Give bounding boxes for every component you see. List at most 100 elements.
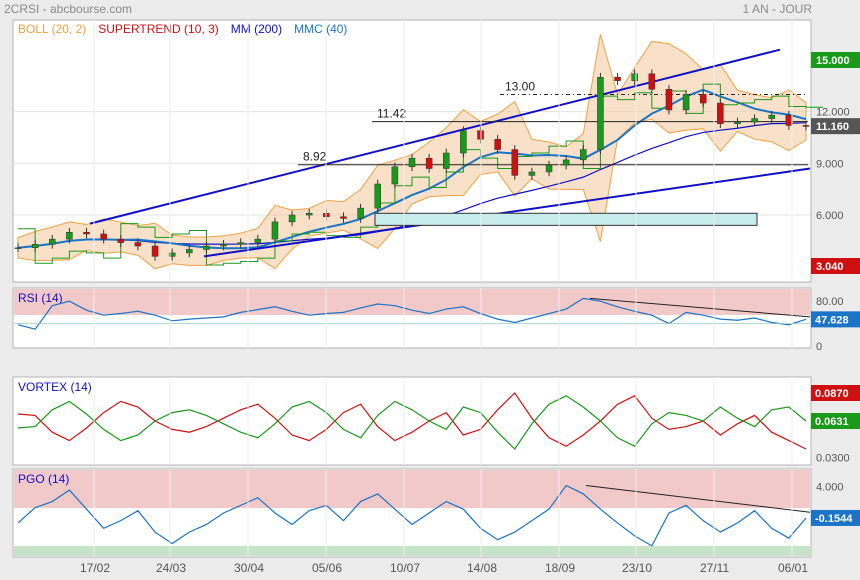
- candle-body-3: [66, 231, 73, 240]
- candle-body-15: [271, 221, 279, 240]
- date-tick-8: 27/11: [700, 561, 729, 575]
- candle-body-6: [117, 238, 125, 243]
- candle-body-38: [665, 89, 673, 111]
- upper-trendline: [89, 48, 781, 225]
- candle-body-44: [768, 114, 775, 119]
- candle-body-14: [254, 238, 262, 243]
- pgo-trendline: [585, 485, 811, 513]
- price-axis-ticks: 15.000 12.000 11.160 9.000 6.000 3.040: [811, 52, 860, 274]
- price-tick-4: 6.000: [816, 210, 844, 222]
- date-tick-7: 23/10: [622, 561, 652, 575]
- price-tag-box-5: [811, 258, 860, 274]
- legend-item-1: SUPERTREND (10, 3): [98, 22, 218, 36]
- rsi-tick-2: 0: [816, 341, 822, 353]
- rsi-title: RSI (14): [18, 291, 63, 305]
- candle-body-35: [614, 76, 621, 81]
- lower-trendline: [203, 167, 811, 258]
- candle-body-46: [802, 125, 810, 127]
- rsi-tag-0: 47.628: [815, 314, 849, 326]
- price-tag-2: 11.160: [816, 121, 849, 133]
- candle-body-22: [391, 166, 399, 185]
- legend-item-3: MMC (40): [294, 22, 347, 36]
- pgo-title: PGO (14): [18, 472, 69, 486]
- candle-body-4: [83, 231, 90, 235]
- pgo-line-0: [17, 484, 807, 547]
- candle-body-32: [562, 159, 570, 166]
- date-tick-2: 30/04: [234, 561, 264, 575]
- vortex-tag-box-1: [811, 413, 860, 429]
- candle-body-16: [288, 214, 296, 223]
- candle-body-13: [237, 242, 244, 245]
- pgo-upper-zone: [14, 470, 810, 508]
- candle-body-7: [134, 242, 142, 247]
- candle-body-28: [494, 138, 501, 150]
- price-tag-box-2: [811, 118, 860, 135]
- candle-body-25: [443, 152, 450, 169]
- pgo-tag-0: -0.1544: [815, 513, 853, 525]
- price-tick-3: 9.000: [816, 158, 844, 170]
- candle-body-12: [220, 244, 227, 247]
- legend-item-0: BOLL (20, 2): [18, 22, 86, 36]
- level-label-2: 8.92: [303, 150, 327, 164]
- candle-body-23: [408, 157, 416, 168]
- candle-body-21: [374, 183, 381, 209]
- vortex-tag-0: 0.0870: [815, 388, 849, 400]
- candle-body-42: [734, 121, 741, 124]
- date-tick-1: 24/03: [156, 561, 186, 575]
- candle-body-19: [340, 216, 347, 219]
- rsi-overbought-zone: [14, 289, 810, 315]
- candle-body-37: [648, 73, 656, 90]
- candlesticks: [14, 69, 810, 261]
- candle-body-29: [511, 149, 519, 176]
- candle-body-36: [631, 73, 638, 81]
- rsi-tag-box-0: [811, 311, 860, 328]
- candle-body-33: [580, 149, 587, 161]
- price-overlays: 13.00 11.42 8.92: [17, 48, 824, 266]
- candle-body-40: [699, 94, 707, 104]
- candle-body-34: [597, 76, 604, 150]
- candle-body-43: [751, 118, 758, 123]
- candle-body-31: [545, 164, 553, 173]
- price-tag-0: 15.000: [816, 55, 850, 67]
- candle-body-45: [785, 114, 793, 126]
- date-tick-6: 18/09: [545, 561, 575, 575]
- candle-body-39: [682, 94, 690, 111]
- candle-body-11: [203, 245, 210, 250]
- chart-period-label[interactable]: 1 AN - JOUR: [742, 2, 812, 16]
- rsi-tick-0: 80.00: [816, 296, 844, 308]
- pgo-tick-0: 4.000: [816, 481, 844, 493]
- candle-body-30: [528, 171, 536, 176]
- date-tick-3: 05/06: [312, 561, 342, 575]
- date-tick-9: 06/01: [778, 561, 808, 575]
- chart-source-title: 2CRSI - abcbourse.com: [4, 2, 133, 16]
- candle-body-0: [14, 247, 22, 249]
- price-tick-1: 12.000: [816, 107, 850, 119]
- legend-item-2: MM (200): [231, 22, 282, 36]
- pgo-lower-zone: [14, 546, 810, 556]
- vortex-line-0: [17, 392, 807, 450]
- candle-body-9: [168, 252, 176, 257]
- vortex-series: VORTEX (14)0.08700.06310.03000.08700.063…: [17, 380, 860, 464]
- vortex-title: VORTEX (14): [18, 380, 92, 394]
- date-tick-5: 14/08: [467, 561, 497, 575]
- price-tag-box-0: [811, 52, 860, 68]
- candle-body-8: [151, 245, 159, 257]
- price-legend: BOLL (20, 2) SUPERTREND (10, 3) MM (200) MM…: [18, 22, 347, 36]
- support-zone-box: [374, 212, 758, 226]
- rsi-line-0: [17, 297, 807, 330]
- candle-body-24: [425, 157, 433, 169]
- pgo-tag-box-0: [811, 509, 860, 526]
- price-tag-5: 3.040: [816, 261, 844, 273]
- candle-body-26: [460, 130, 467, 154]
- candle-body-17: [305, 213, 313, 216]
- candle-body-2: [49, 238, 56, 245]
- candle-body-41: [717, 102, 724, 124]
- candle-body-10: [186, 249, 193, 254]
- vortex-tag-1: 0.0631: [815, 416, 849, 428]
- vortex-tick-2: 0.0300: [816, 452, 850, 464]
- date-tick-0: 17/02: [80, 561, 110, 575]
- level-label-0: 13.00: [505, 79, 535, 93]
- date-axis: 17/02 24/03 30/04 05/06 10/07 14/08 18/09 23/10…: [80, 20, 808, 575]
